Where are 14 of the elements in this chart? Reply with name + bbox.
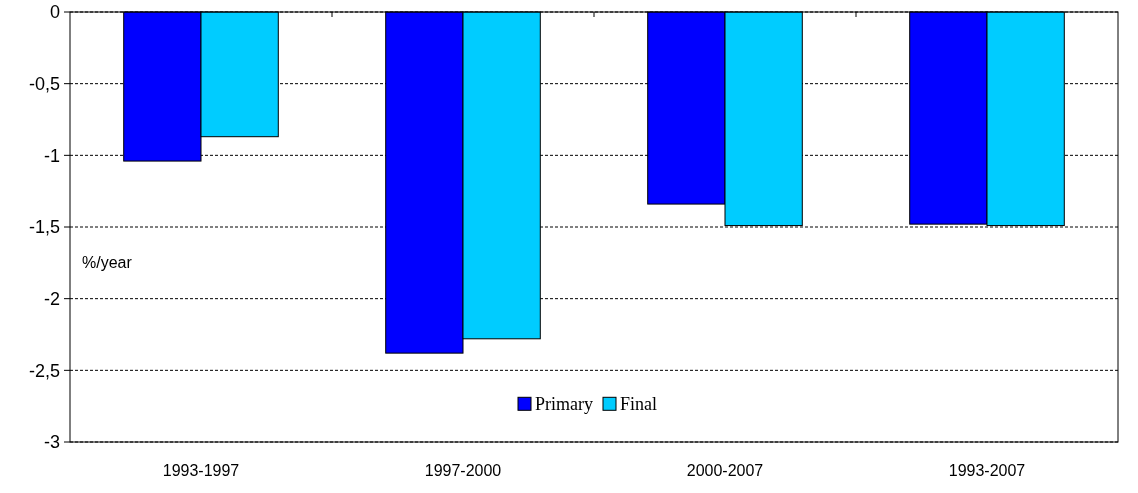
y-tick-label: -2 bbox=[43, 288, 60, 309]
x-tick-label: 1993-2007 bbox=[948, 462, 1026, 479]
y-tick-label: -3 bbox=[43, 432, 60, 453]
legend-label: Primary bbox=[535, 393, 593, 414]
legend-label: Final bbox=[620, 393, 658, 414]
y-tick-label: 0 bbox=[49, 2, 60, 23]
x-tick-label: 2000-2007 bbox=[686, 462, 764, 479]
x-tick-label: 1997-2000 bbox=[424, 462, 502, 479]
y-tick-label: -1,5 bbox=[28, 217, 60, 238]
y-tick-label: -2,5 bbox=[28, 360, 60, 381]
x-tick-label: 1993-1997 bbox=[162, 462, 240, 479]
y-tick-label: -0,5 bbox=[28, 73, 60, 94]
y-tick-label: -1 bbox=[43, 145, 60, 166]
y-axis-title: %/year bbox=[82, 254, 133, 272]
